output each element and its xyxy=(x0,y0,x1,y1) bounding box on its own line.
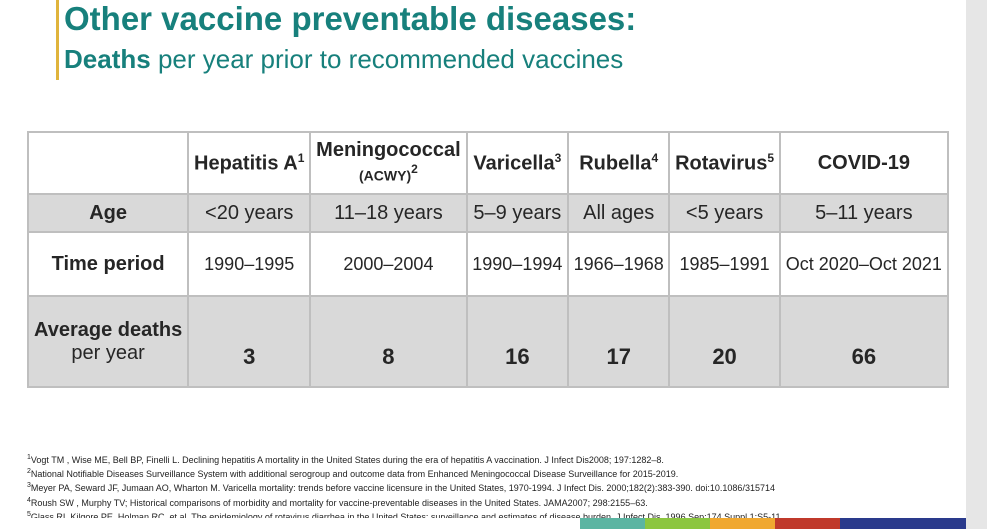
column-header: Rotavirus5 xyxy=(668,131,781,195)
footnote-num: 3 xyxy=(27,482,31,490)
table-cell: <5 years xyxy=(668,193,781,233)
row-label: Time period xyxy=(26,231,190,297)
subtitle: Deaths per year prior to recommended vac… xyxy=(64,44,623,75)
column-name: Varicella xyxy=(473,152,555,175)
table-cell: 16 xyxy=(465,295,570,388)
column-name: Meningococcal xyxy=(316,139,461,162)
subtitle-text: per year prior to recommended vaccines xyxy=(157,44,624,74)
footnote-ref: 4 xyxy=(651,150,659,165)
table-cell: 66 xyxy=(778,295,950,388)
subtitle-bold: Deaths xyxy=(64,44,151,74)
column-header: COVID-19 xyxy=(778,131,950,195)
footnote-ref: 2 xyxy=(411,162,418,177)
table-cell: 17 xyxy=(567,295,671,388)
table-cell: 8 xyxy=(309,295,468,388)
footnote: 1Vogt TM , Wise ME, Bell BP, Finelli L. … xyxy=(27,452,783,466)
footnote-ref: 5 xyxy=(767,150,775,165)
table-row: Time period 1990–1995 2000–2004 1990–1994 19… xyxy=(26,231,950,297)
scrollbar xyxy=(966,0,987,529)
header-row: Hepatitis A1 Meningococcal (ACWY)2 Varicell… xyxy=(26,131,950,195)
column-header: Meningococcal (ACWY)2 xyxy=(309,131,468,195)
column-name: Rubella xyxy=(579,152,652,175)
column-header: Varicella3 xyxy=(465,131,570,195)
table-cell: 1990–1995 xyxy=(187,231,312,297)
column-qualifier: (ACWY) xyxy=(359,167,412,184)
footnote-ref: 3 xyxy=(554,150,562,165)
column-name: COVID-19 xyxy=(817,151,910,174)
footnote-num: 1 xyxy=(27,454,31,461)
table-cell: 5–9 years xyxy=(465,193,570,233)
table-row: Age <20 years 11–18 years 5–9 years All ages… xyxy=(26,193,950,233)
footnote-num: 4 xyxy=(27,496,31,504)
row-label: Age xyxy=(26,193,190,233)
footnote-text: National Notifiable Diseases Surveillanc… xyxy=(30,469,679,480)
table-cell: <20 years xyxy=(187,193,312,233)
table-cell: 2000–2004 xyxy=(309,231,468,297)
column-name: Hepatitis A xyxy=(194,152,298,175)
corner-cell xyxy=(26,131,190,195)
table-cell: 20 xyxy=(668,295,781,388)
title: Other vaccine preventable diseases: xyxy=(64,0,637,37)
column-header: Hepatitis A1 xyxy=(187,131,312,195)
row-label: Average deaths per year xyxy=(26,295,190,388)
data-table: Hepatitis A1 Meningococcal (ACWY)2 Varicell… xyxy=(26,131,950,388)
table-cell: 1985–1991 xyxy=(668,231,781,297)
footnote-ref: 1 xyxy=(297,150,305,165)
footnote: 5Glass RI, Kilgore PE, Holman RC, et al.… xyxy=(27,509,783,523)
footnote: 2National Notifiable Diseases Surveillan… xyxy=(27,466,783,480)
accent-bar xyxy=(56,0,59,80)
footnote-text: Glass RI, Kilgore PE, Holman RC, et al. … xyxy=(30,511,783,522)
footnote-text: Roush SW , Murphy TV; Historical compari… xyxy=(30,497,648,508)
footnote: 3Meyer PA, Seward JF, Jumaan AO, Wharton… xyxy=(27,480,783,494)
row-label-text: Age xyxy=(89,201,128,224)
color-strip xyxy=(0,518,966,529)
footnote: 4Roush SW , Murphy TV; Historical compar… xyxy=(27,495,783,509)
column-header: Rubella4 xyxy=(567,131,671,195)
column-name: Rotavirus xyxy=(675,152,768,175)
footnotes: 1Vogt TM , Wise ME, Bell BP, Finelli L. … xyxy=(27,452,783,523)
footnote-text: Vogt TM , Wise ME, Bell BP, Finelli L. D… xyxy=(30,455,664,465)
table-cell: 3 xyxy=(187,295,312,388)
table-cell: Oct 2020–Oct 2021 xyxy=(778,231,950,297)
row-label-text: Average deaths xyxy=(34,318,183,341)
footnote-num: 2 xyxy=(27,468,31,476)
table-cell: 1990–1994 xyxy=(465,231,570,297)
table-cell: 1966–1968 xyxy=(567,231,671,297)
footnote-text: Meyer PA, Seward JF, Jumaan AO, Wharton … xyxy=(30,483,775,494)
table-cell: 11–18 years xyxy=(309,193,468,233)
table-cell: 5–11 years xyxy=(778,193,950,233)
table-row: Average deaths per year 3 8 16 17 20 66 xyxy=(26,295,950,388)
table-cell: All ages xyxy=(567,193,671,233)
row-label-text: Time period xyxy=(51,252,165,275)
footnote-num: 5 xyxy=(27,510,31,518)
row-label-rest: per year xyxy=(71,341,145,364)
